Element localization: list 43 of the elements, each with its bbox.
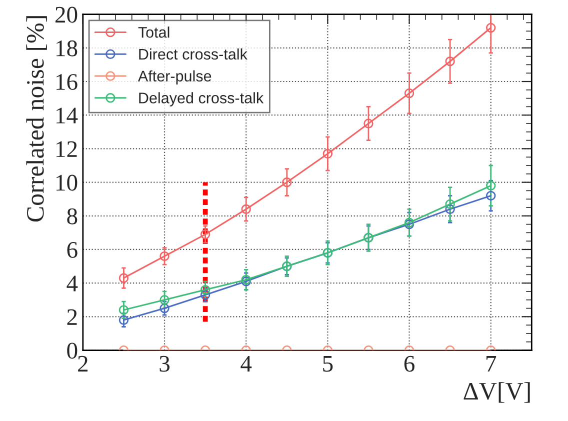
y-tick-label: 0 (67, 342, 78, 359)
y-tick-label: 8 (67, 208, 78, 224)
legend-label: Delayed cross-talk (139, 92, 264, 106)
point (486, 180, 496, 191)
point (160, 303, 170, 314)
y-tick-label: 16 (56, 74, 78, 90)
point (200, 290, 210, 300)
x-tick-label: 5 (323, 356, 333, 372)
point (160, 295, 170, 305)
point (486, 22, 496, 33)
point (160, 251, 170, 262)
x-tick-label: 2 (78, 356, 88, 372)
y-tick-label: 12 (56, 141, 77, 157)
y-axis-title: Correlated noise [%] (26, 16, 47, 222)
legend-label: After-pulse (138, 70, 212, 85)
point (282, 177, 292, 188)
x-tick-label: 7 (486, 356, 496, 372)
y-tick-label: 14 (56, 108, 78, 124)
point (445, 56, 455, 66)
y-tick-label: 10 (56, 174, 78, 191)
point (118, 305, 129, 315)
point (118, 273, 129, 283)
point (241, 204, 251, 214)
point (364, 118, 374, 128)
point (118, 315, 129, 325)
point (404, 88, 414, 98)
x-tick-label: 4 (240, 356, 252, 372)
point (445, 199, 455, 209)
legend-label: Direct cross-talk (139, 48, 248, 60)
point (486, 190, 496, 201)
y-tick-label: 4 (66, 276, 78, 292)
x-tick-label: 3 (160, 356, 170, 372)
y-tick-label: 20 (55, 6, 78, 23)
x-tick-label: 6 (404, 356, 414, 372)
point (445, 204, 455, 214)
y-tick-label: 2 (67, 309, 77, 325)
point (322, 148, 333, 159)
y-tick-label: 18 (56, 40, 78, 56)
x-axis-title: ΔV[V] (464, 382, 530, 403)
legend-label: Total (138, 26, 170, 38)
point (200, 284, 210, 295)
point (200, 230, 210, 240)
y-tick-label: 6 (67, 242, 78, 258)
